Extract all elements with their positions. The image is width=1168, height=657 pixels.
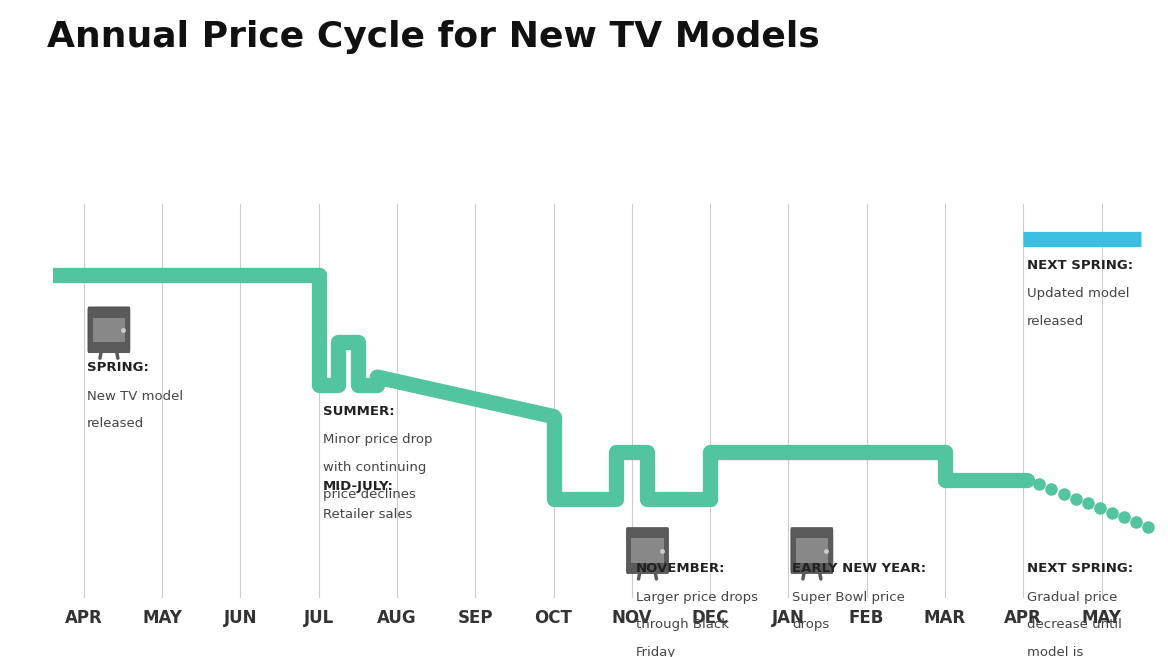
- Text: Super Bowl price: Super Bowl price: [792, 591, 905, 604]
- Bar: [92, 317, 125, 342]
- Text: drops: drops: [792, 618, 829, 631]
- Text: decrease until: decrease until: [1027, 618, 1122, 631]
- Text: Gradual price: Gradual price: [1027, 591, 1118, 604]
- Text: Larger price drops: Larger price drops: [635, 591, 758, 604]
- Text: Minor price drop: Minor price drop: [322, 433, 432, 446]
- Text: price declines: price declines: [322, 488, 416, 501]
- Text: MID-JULY:: MID-JULY:: [322, 480, 394, 493]
- Text: with continuing: with continuing: [322, 461, 426, 474]
- Text: released: released: [1027, 315, 1084, 328]
- Text: model is: model is: [1027, 646, 1084, 657]
- FancyBboxPatch shape: [626, 528, 668, 574]
- Text: New TV model: New TV model: [86, 390, 183, 403]
- Text: EARLY NEW YEAR:: EARLY NEW YEAR:: [792, 562, 926, 576]
- Bar: [631, 538, 663, 563]
- Text: Annual Price Cycle for New TV Models: Annual Price Cycle for New TV Models: [47, 20, 820, 54]
- Text: NEXT SPRING:: NEXT SPRING:: [1027, 562, 1133, 576]
- Text: Updated model: Updated model: [1027, 287, 1129, 300]
- Text: Friday: Friday: [635, 646, 676, 657]
- Text: NOVEMBER:: NOVEMBER:: [635, 562, 725, 576]
- FancyBboxPatch shape: [791, 528, 833, 574]
- Text: released: released: [86, 417, 145, 430]
- Text: through Black: through Black: [635, 618, 729, 631]
- Text: NEXT SPRING:: NEXT SPRING:: [1027, 259, 1133, 272]
- Text: Retailer sales: Retailer sales: [322, 508, 412, 521]
- Text: SPRING:: SPRING:: [86, 361, 148, 374]
- FancyBboxPatch shape: [88, 307, 130, 353]
- Bar: [795, 538, 828, 563]
- Text: SUMMER:: SUMMER:: [322, 405, 395, 418]
